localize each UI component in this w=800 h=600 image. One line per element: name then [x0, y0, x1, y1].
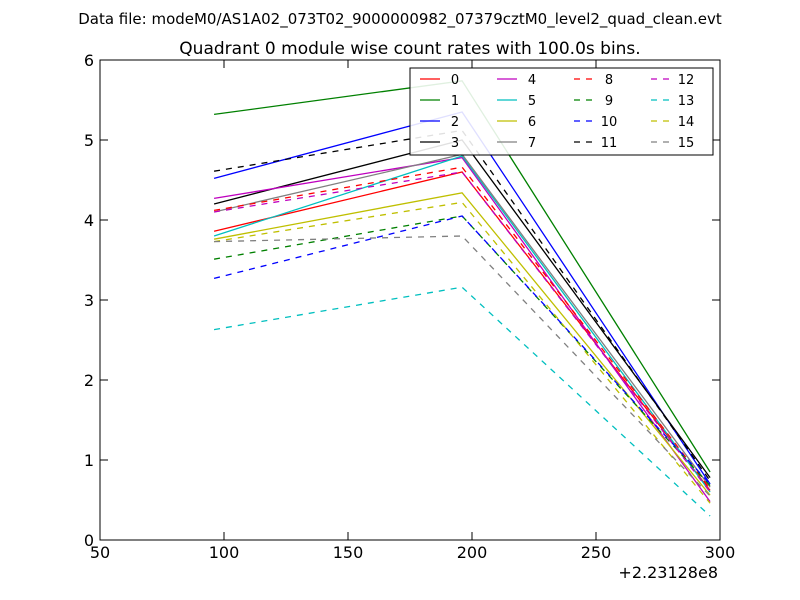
x-tick-label: 150: [333, 543, 364, 562]
y-tick-label: 2: [84, 371, 94, 390]
y-tick-label: 4: [84, 211, 94, 230]
legend-label-14: 14: [678, 115, 695, 130]
y-tick-label: 3: [84, 291, 94, 310]
series-line-15: [214, 235, 711, 497]
series-line-9: [213, 215, 711, 487]
series-layer: [213, 80, 711, 517]
series-line-5: [213, 155, 711, 493]
legend-label-2: 2: [451, 115, 459, 130]
y-tick-label: 5: [84, 131, 94, 150]
legend-label-9: 9: [605, 94, 613, 109]
x-tick-label: 250: [581, 543, 612, 562]
x-tick-label: 200: [457, 543, 488, 562]
x-tick-label: 50: [90, 543, 110, 562]
figure-suptitle: Data file: modeM0/AS1A02_073T02_90000009…: [78, 10, 722, 29]
legend-label-5: 5: [528, 94, 536, 109]
legend-label-11: 11: [601, 136, 618, 151]
legend-label-13: 13: [678, 94, 695, 109]
x-tick-label: 100: [209, 543, 240, 562]
y-tick-label: 0: [84, 531, 94, 550]
legend-label-4: 4: [528, 73, 536, 88]
legend-label-1: 1: [451, 94, 459, 109]
legend-label-8: 8: [605, 73, 613, 88]
series-line-6: [213, 192, 711, 496]
legend-label-12: 12: [678, 73, 695, 88]
legend-label-10: 10: [601, 115, 618, 130]
y-tick-label: 6: [84, 51, 94, 70]
series-line-3: [213, 139, 711, 478]
legend-label-0: 0: [451, 73, 459, 88]
series-line-13: [213, 286, 711, 517]
series-line-11: [213, 129, 711, 482]
series-line-14: [213, 201, 711, 504]
chart-title: Quadrant 0 module wise count rates with …: [179, 39, 640, 59]
series-line-12: [213, 171, 711, 493]
series-line-10: [213, 215, 711, 485]
series-line-4: [213, 156, 711, 502]
y-tick-label: 1: [84, 451, 94, 470]
x-tick-label: 300: [705, 543, 736, 562]
series-line-7: [213, 153, 711, 488]
legend-label-15: 15: [678, 136, 695, 151]
legend-label-7: 7: [528, 136, 536, 151]
legend-box: [409, 67, 714, 156]
x-axis-offset-label: +2.23128e8: [618, 563, 718, 582]
series-line-0: [213, 171, 711, 491]
legend-label-3: 3: [451, 136, 459, 151]
legend-label-6: 6: [528, 115, 536, 130]
